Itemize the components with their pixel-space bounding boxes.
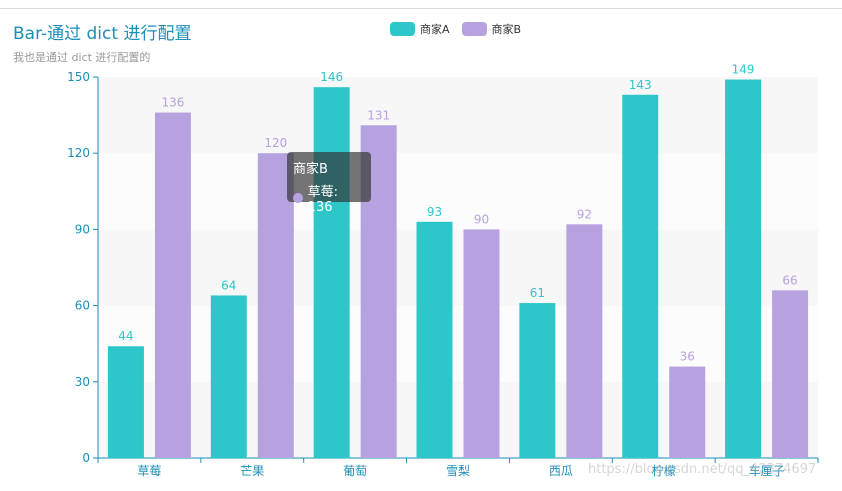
data-label-series-a: 149 <box>732 63 755 77</box>
top-divider <box>0 8 842 9</box>
legend-item-series-a[interactable]: 商家A <box>390 21 450 37</box>
data-label-series-b: 36 <box>680 350 695 364</box>
chart-title: Bar-通过 dict 进行配置 <box>13 24 192 44</box>
data-label-series-a: 143 <box>629 78 652 92</box>
legend: 商家A 商家B <box>390 21 521 37</box>
y-tick-label: 90 <box>75 222 90 236</box>
y-tick-label: 0 <box>82 451 90 465</box>
data-label-series-a: 146 <box>320 70 343 84</box>
bar-series-a <box>622 94 659 458</box>
data-label-series-b: 120 <box>264 136 287 150</box>
data-label-series-b: 136 <box>161 96 184 110</box>
x-tick-label: 雪梨 <box>446 464 470 478</box>
legend-item-series-b[interactable]: 商家B <box>461 21 522 37</box>
tooltip: 商家B 草莓: 136 <box>287 152 371 215</box>
y-tick-label: 150 <box>67 70 90 84</box>
bar-series-b <box>772 290 809 458</box>
bar-series-a <box>416 221 453 458</box>
grid-band <box>98 305 818 382</box>
y-tick-label: 60 <box>75 299 90 313</box>
grid-band <box>98 153 818 230</box>
chart-subtitle: 我也是通过 dict 进行配置的 <box>13 51 151 64</box>
y-tick-label: 120 <box>67 146 90 160</box>
data-label-series-a: 93 <box>427 205 442 219</box>
x-tick-label: 芒果 <box>240 463 264 478</box>
watermark: https://blog.csdn.net/qq_42374697 <box>588 462 817 477</box>
data-label-series-a: 61 <box>530 286 545 300</box>
bar-series-a <box>107 346 144 458</box>
data-label-series-b: 90 <box>474 212 489 226</box>
x-tick-label: 西瓜 <box>549 464 573 478</box>
bar-series-b <box>154 112 191 458</box>
grid-band <box>98 229 818 306</box>
bar-series-a <box>313 87 350 458</box>
data-label-series-b: 92 <box>577 207 592 221</box>
x-tick-label: 草莓 <box>137 464 161 478</box>
legend-swatch-series-b <box>461 22 487 36</box>
x-tick-label: 葡萄 <box>343 464 367 478</box>
x-tick-label: 柠檬 <box>652 463 676 478</box>
bar-series-b <box>566 224 603 458</box>
data-label-series-b: 131 <box>367 108 390 122</box>
bar-series-a <box>210 295 247 458</box>
tooltip-value-line: 草莓: 136 <box>307 185 339 215</box>
bar-series-a <box>725 79 762 458</box>
bar-series-b <box>257 153 294 458</box>
grid-band <box>98 381 818 458</box>
bar-series-b <box>463 229 500 458</box>
x-tick-label: 车厘子 <box>749 463 785 478</box>
legend-label-series-a: 商家A <box>420 23 450 36</box>
data-label-series-b: 66 <box>782 273 797 287</box>
tooltip-series-name: 商家B <box>293 162 328 177</box>
bar-series-a <box>519 303 556 458</box>
grid-band <box>98 77 818 154</box>
y-tick-label: 30 <box>75 375 90 389</box>
data-label-series-a: 64 <box>221 278 236 292</box>
tooltip-dot <box>293 193 303 203</box>
legend-label-series-b: 商家B <box>491 23 522 36</box>
data-label-series-a: 44 <box>118 329 133 343</box>
bar-series-b <box>669 366 706 458</box>
legend-swatch-series-a <box>390 22 415 36</box>
